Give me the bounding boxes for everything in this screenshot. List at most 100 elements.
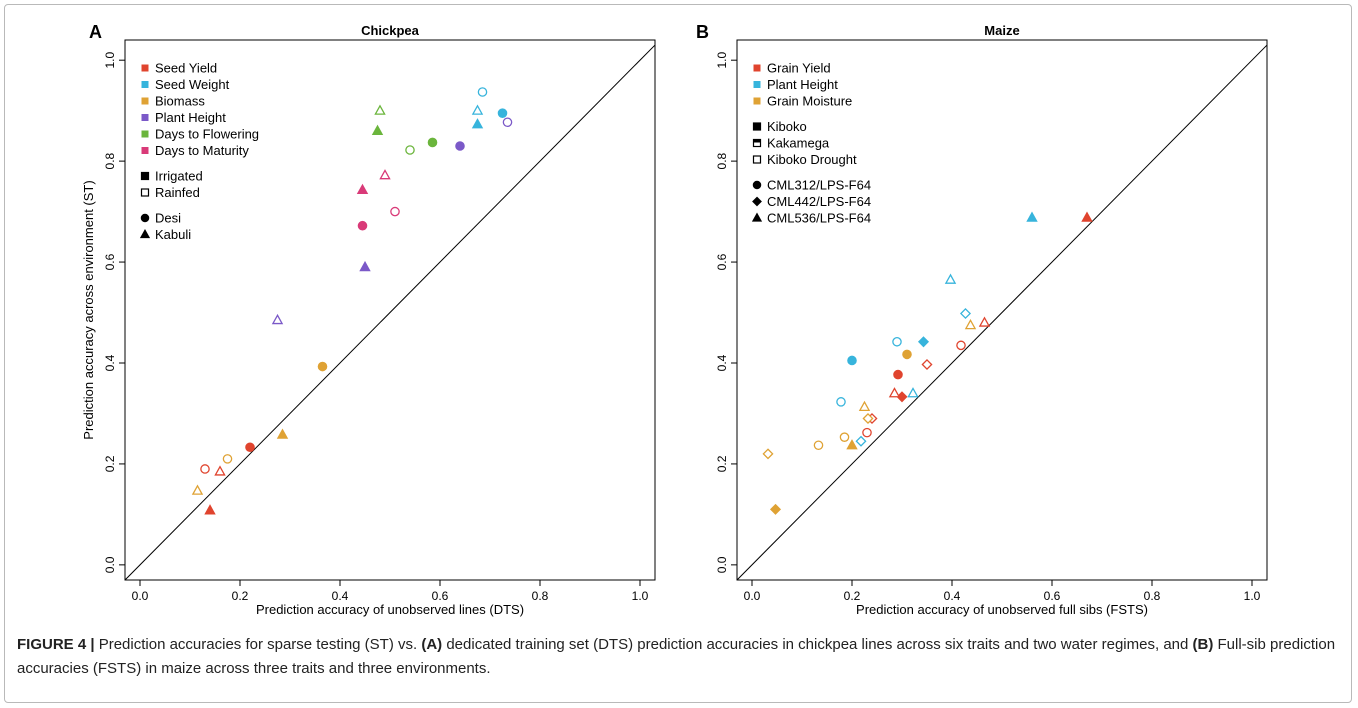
panel-b-data-point [917,336,930,348]
panel-a-y-tick-label: 0.2 [103,455,117,472]
panel-a-legend-item: Plant Height [141,110,226,125]
panel-b-data-point [862,412,874,425]
panel-a-legend-swatch [141,81,149,88]
panel-a-y-tick-label: 0.6 [103,253,117,270]
panel-a-plot-frame [124,39,656,581]
panel-b-x-tick-label: 0.0 [744,589,761,603]
panel-a-points [191,87,513,515]
panel-b-legend-item: Kiboko [752,119,807,134]
panel-a-data-point [427,137,438,148]
panel-a-legend-swatch [141,64,149,72]
panel-a-legend-label: Seed Yield [155,61,217,76]
panel-a-data-point [497,108,508,118]
panel-b-y-tick-label: 0.6 [715,253,729,270]
panel-a-x-tick-label: 1.0 [632,589,649,603]
panel-b-legend-item: CML442/LPS-F64 [752,194,871,209]
panel-b-legend-swatch [752,155,762,164]
panel-b-legend-label: CML312/LPS-F64 [767,178,871,193]
panel-a-y-tick-label: 0.0 [103,556,117,573]
panel-b-legend-item: Grain Moisture [753,94,852,109]
panel-b-title: Maize [984,23,1019,38]
panel-b-data-point [978,316,991,327]
panel-a-data-point [405,145,415,155]
panel-a-data-point [356,183,369,194]
panel-a-data-point [276,428,289,439]
panel-b-legend-item: CML312/LPS-F64 [752,178,871,193]
panel-b-data-point [862,427,872,438]
panel-b-legend-label: Grain Yield [767,61,831,76]
panel-b-legend-label: CML536/LPS-F64 [767,211,871,226]
panel-b-data-point [956,340,966,351]
panel-a-legend-item: Biomass [141,94,205,109]
panel-b-data-point [902,349,912,360]
panel-b-legend-swatch [753,64,761,72]
panel-a-legend-item: Days to Maturity [141,143,249,158]
panel-b-legend-label: Kiboko [767,119,807,134]
panel-a-identity-line [124,44,656,581]
panel-a-legend-marker [140,213,150,223]
panel-b-x-axis-label: Prediction accuracy of unobserved full s… [856,602,1148,617]
panel-b-panel-label: B [696,22,709,42]
figure-caption: FIGURE 4 | Prediction accuracies for spa… [17,633,1337,681]
panel-b-legend-label: Kiboko Drought [767,152,857,167]
panel-a-legend-swatch [141,130,149,138]
panel-b-legend-item: CML536/LPS-F64 [751,211,871,226]
panel-b-data-point [1081,211,1093,222]
panel-b-legend-label: Plant Height [767,77,838,92]
panel-a-legend-swatch [140,188,150,197]
panel-b-legend-marker [752,180,762,190]
panel-a-legend-swatch [141,114,149,121]
panel-a-data-point [374,104,386,115]
panel-b-data-point [769,503,782,515]
panel-b-legend-label: CML442/LPS-F64 [767,194,871,209]
panel-a-legend-label: Kabuli [155,227,191,242]
panel-a-legend-label: Irrigated [155,169,203,184]
panel-a-x-tick-label: 0.8 [532,589,549,603]
panel-a-data-point [371,124,384,135]
panel-b-x-tick-label: 0.6 [1044,589,1061,603]
caption-panel-b: (B) [1192,636,1214,653]
panel-a-data-point [502,117,513,128]
panel-a-data-point [214,465,226,476]
panel-a-legend-label: Desi [155,211,181,226]
panel-a-data-point [357,220,368,231]
panel-b-points [762,211,1093,515]
panel-b-data-point [762,448,774,460]
panel-a-x-tick-label: 0.6 [432,589,449,603]
panel-a-x-tick-label: 0.4 [332,589,349,603]
panel-b-data-point [858,400,871,411]
panel-b-x-tick-label: 0.4 [944,589,961,603]
panel-b-data-point [959,308,972,320]
panel-a-legend-label: Rainfed [155,185,200,200]
panel-a-x-axis-label: Prediction accuracy of unobserved lines … [256,602,524,617]
panel-b-legend-item: Kakamega [752,136,830,151]
caption-figure-label: FIGURE 4 | [17,636,95,653]
panel-a-data-point [390,206,400,217]
panel-a-legend-marker [139,228,151,239]
panel-b-legend-marker [752,196,762,207]
panel-a-legend-swatch [140,171,150,181]
panel-a-data-point [471,118,484,129]
panel-a-data-point [471,104,484,115]
panel-a-data-point [222,454,233,464]
panel-a-y-tick-label: 0.8 [103,152,117,169]
panel-a-x-tick-label: 0.2 [232,589,249,603]
panel-a-x-tick-label: 0.0 [132,589,149,603]
panel-a-data-point [379,169,391,180]
caption-text-1: Prediction accuracies for sparse testing… [94,636,422,653]
panel-b-identity-line [736,44,1268,581]
panel-b-data-point [839,432,850,442]
panel-a-data-point [200,464,210,474]
panel-b-legend-swatch [753,81,761,88]
panel-b-data-point [907,387,919,398]
panel-b-legend-swatch [753,97,761,105]
panel-b-legend-label: Grain Moisture [767,94,852,109]
figure-charts: 0.0 0.2 0.4 0.6 0.8 1.00.00.20.40.60.81.0A Chi… [81,22,1268,617]
panel-b-data-point [1026,211,1038,222]
panel-b-data-point [892,337,902,347]
panel-a-legend-item: Days to Flowering [141,127,259,142]
panel-b-y-tick-label: 0.2 [715,455,729,472]
panel-b-data-point [888,387,901,398]
panel-a-data-point [191,484,204,495]
panel-a-legend-label: Seed Weight [155,77,230,92]
